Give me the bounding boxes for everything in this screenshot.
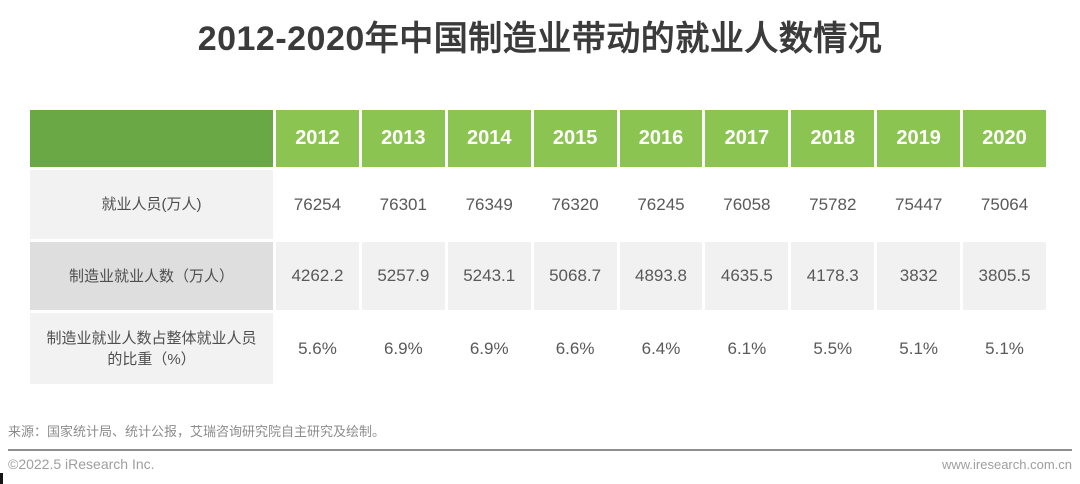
table-cell: 76349 bbox=[447, 170, 531, 239]
table-cell: 5.1% bbox=[963, 313, 1046, 384]
table-cell: 6.6% bbox=[533, 313, 617, 384]
table-cell: 75782 bbox=[791, 170, 875, 239]
table-cell: 4178.3 bbox=[791, 242, 875, 310]
table-cell: 76320 bbox=[533, 170, 617, 239]
row-label-employment: 就业人员(万人) bbox=[30, 170, 273, 239]
table-cell: 4262.2 bbox=[276, 242, 359, 310]
row-label-manufacturing-share: 制造业就业人数占整体就业人员的比重（%） bbox=[30, 313, 273, 384]
year-header-cell: 2020 bbox=[963, 110, 1046, 167]
year-header-cell: 2018 bbox=[791, 110, 875, 167]
data-table: 2012 2013 2014 2015 2016 2017 2018 2019 … bbox=[30, 110, 1046, 384]
table-cell: 76254 bbox=[276, 170, 359, 239]
table-cell: 3805.5 bbox=[963, 242, 1046, 310]
table-cell: 5.6% bbox=[276, 313, 359, 384]
year-header-cell: 2013 bbox=[361, 110, 445, 167]
row-label-manufacturing-employment: 制造业就业人数（万人） bbox=[30, 242, 273, 310]
source-note: 来源：国家统计局、统计公报，艾瑞咨询研究院自主研究及绘制。 bbox=[8, 424, 386, 439]
table-cell: 6.4% bbox=[619, 313, 703, 384]
table-cell: 75447 bbox=[877, 170, 961, 239]
table-cell: 5068.7 bbox=[533, 242, 617, 310]
year-header-cell: 2016 bbox=[619, 110, 703, 167]
table-cell: 5257.9 bbox=[361, 242, 445, 310]
table-cell: 4635.5 bbox=[705, 242, 789, 310]
table-cell: 6.9% bbox=[361, 313, 445, 384]
table-cell: 76245 bbox=[619, 170, 703, 239]
year-header-cell: 2017 bbox=[705, 110, 789, 167]
table-corner-cell bbox=[30, 110, 273, 167]
year-header-cell: 2019 bbox=[877, 110, 961, 167]
table-cell: 3832 bbox=[877, 242, 961, 310]
table-cell: 5.1% bbox=[877, 313, 961, 384]
table-cell: 5.5% bbox=[791, 313, 875, 384]
year-header-cell: 2012 bbox=[276, 110, 359, 167]
table-cell: 6.9% bbox=[447, 313, 531, 384]
bottom-left-artifact bbox=[0, 473, 3, 484]
table-cell: 76058 bbox=[705, 170, 789, 239]
page-title: 2012-2020年中国制造业带动的就业人数情况 bbox=[197, 20, 883, 58]
table-cell: 5243.1 bbox=[447, 242, 531, 310]
footer-bar: ©2022.5 iResearch Inc. www.iresearch.com… bbox=[8, 456, 1072, 472]
website-url: www.iresearch.com.cn bbox=[941, 457, 1072, 472]
year-header-cell: 2014 bbox=[447, 110, 531, 167]
footer-divider bbox=[8, 449, 1072, 451]
table-cell: 6.1% bbox=[705, 313, 789, 384]
table-cell: 76301 bbox=[361, 170, 445, 239]
table-cell: 75064 bbox=[963, 170, 1046, 239]
copyright-text: ©2022.5 iResearch Inc. bbox=[8, 456, 155, 472]
table-cell: 4893.8 bbox=[619, 242, 703, 310]
year-header-cell: 2015 bbox=[533, 110, 617, 167]
